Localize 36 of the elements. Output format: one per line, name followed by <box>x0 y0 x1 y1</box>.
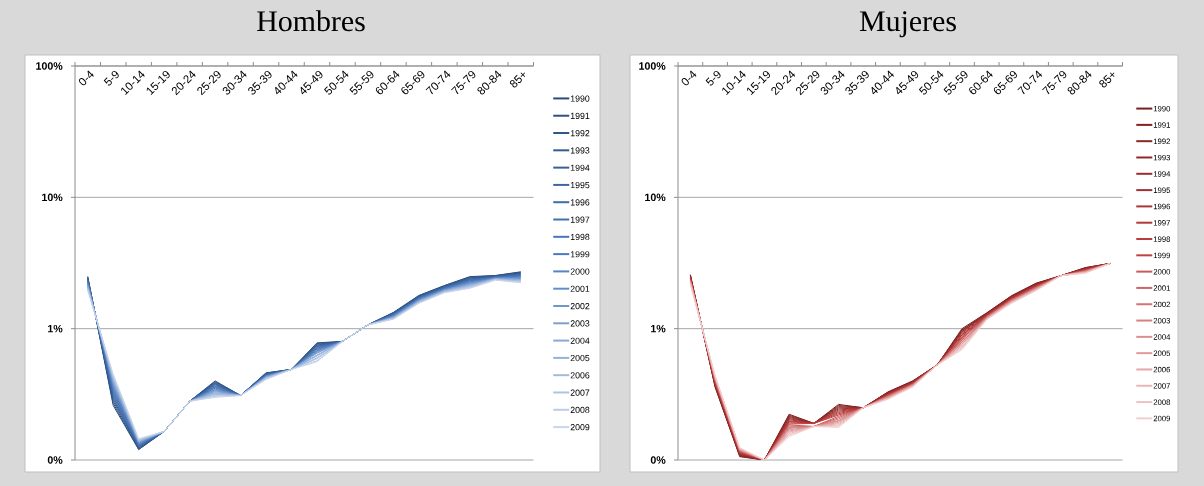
x-tick-label: 5-9 <box>103 70 119 86</box>
legend-label: 1995 <box>570 181 590 189</box>
legend-label: 2001 <box>570 285 590 292</box>
legend-label: 2004 <box>570 337 590 344</box>
legend-label: 2000 <box>570 268 590 275</box>
legend-label: 1992 <box>570 130 590 137</box>
legend-label: 1990 <box>570 95 590 102</box>
y-tick-label: 10% <box>42 193 63 202</box>
legend-label: 1991 <box>570 112 590 119</box>
legend-label: 1999 <box>570 251 590 258</box>
y-tick-label: 100% <box>36 62 63 70</box>
x-tick-label: 0-4 <box>78 70 94 86</box>
chart-title: Mujeres <box>859 11 956 38</box>
legend-label: 2009 <box>570 424 590 431</box>
y-tick-label: 1% <box>651 324 666 333</box>
x-tick-label: 0-4 <box>681 70 697 86</box>
legend-label: 2005 <box>570 354 590 362</box>
legend-label: 1998 <box>570 233 590 241</box>
legend-label: 2002 <box>570 303 590 310</box>
y-tick-label: 0% <box>47 456 63 464</box>
legend-label: 2008 <box>570 406 590 414</box>
x-tick-label: 5-9 <box>705 70 721 86</box>
y-tick-label: 100% <box>639 62 666 70</box>
legend-label: 2007 <box>570 389 590 396</box>
legend-label: 2006 <box>570 372 590 379</box>
y-tick-label: 10% <box>645 193 666 202</box>
legend-label: 1993 <box>570 147 590 154</box>
y-tick-label: 1% <box>48 324 63 333</box>
chart-title: Hombres <box>257 10 365 32</box>
x-tick-label: 85+ <box>509 72 526 88</box>
y-tick-label: 0% <box>650 456 666 464</box>
legend-label: 1996 <box>570 199 590 206</box>
legend-label: 1994 <box>570 164 590 171</box>
legend-label: 1997 <box>570 216 590 223</box>
legend-label: 2003 <box>570 320 590 327</box>
x-tick-label: 85+ <box>1099 72 1115 88</box>
